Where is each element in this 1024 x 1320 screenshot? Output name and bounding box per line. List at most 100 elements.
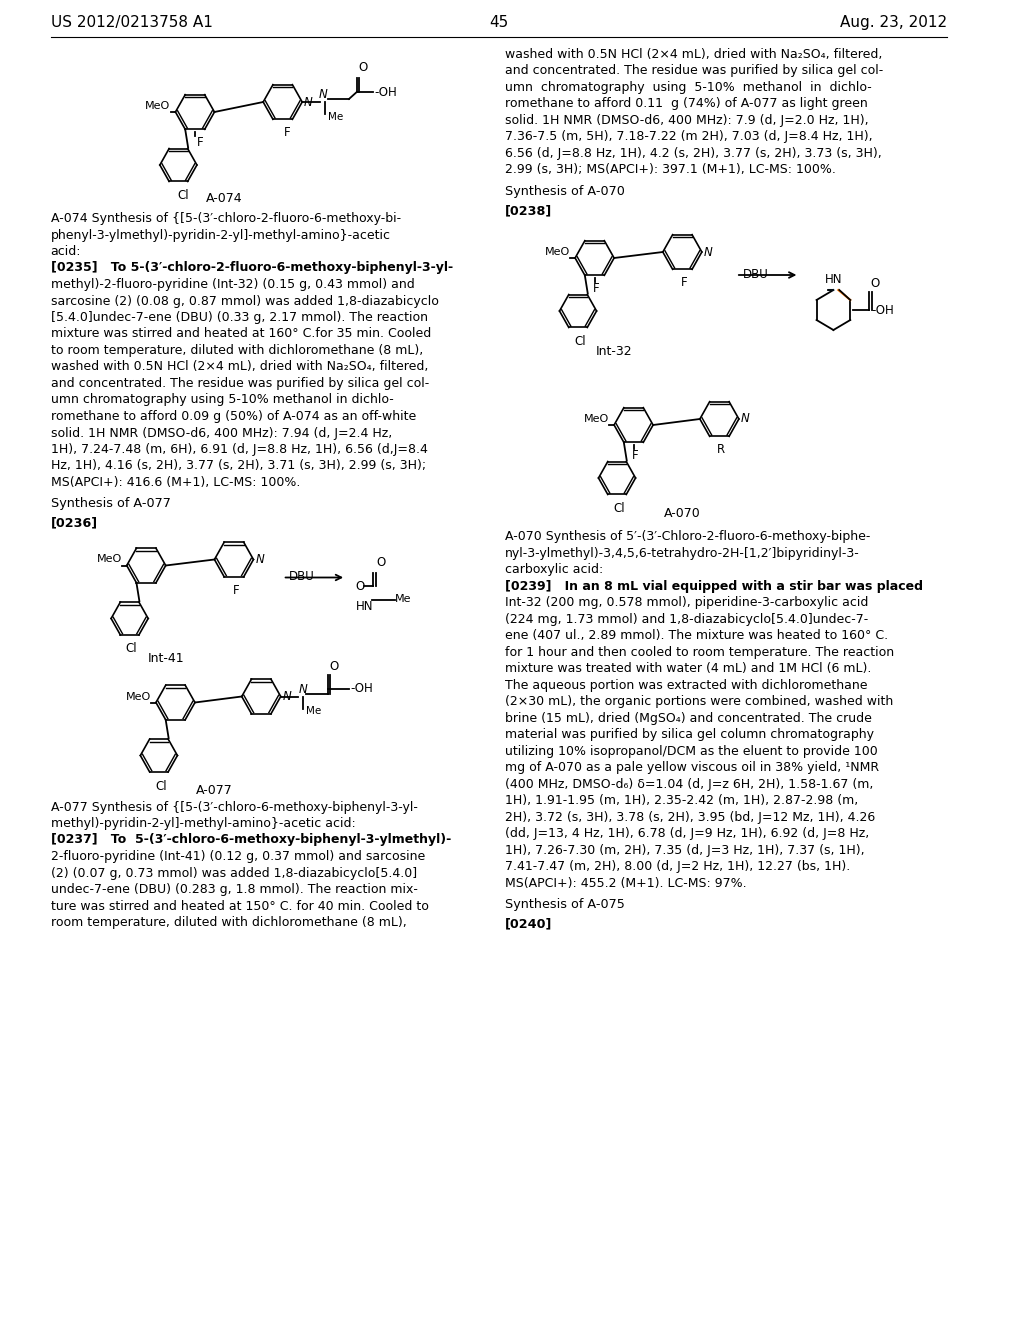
- Text: 6.56 (d, J=8.8 Hz, 1H), 4.2 (s, 2H), 3.77 (s, 2H), 3.73 (s, 3H),: 6.56 (d, J=8.8 Hz, 1H), 4.2 (s, 2H), 3.7…: [505, 147, 882, 160]
- Text: Me: Me: [306, 706, 322, 717]
- Text: to room temperature, diluted with dichloromethane (8 mL),: to room temperature, diluted with dichlo…: [50, 345, 423, 356]
- Text: solid. 1H NMR (DMSO-d6, 400 MHz): 7.9 (d, J=2.0 Hz, 1H),: solid. 1H NMR (DMSO-d6, 400 MHz): 7.9 (d…: [505, 114, 868, 127]
- Text: R: R: [717, 444, 725, 455]
- Text: The aqueous portion was extracted with dichloromethane: The aqueous portion was extracted with d…: [505, 678, 867, 692]
- Text: [0237]   To  5-(3′-chloro-6-methoxy-biphenyl-3-ylmethyl)-: [0237] To 5-(3′-chloro-6-methoxy-bipheny…: [50, 833, 451, 846]
- Text: (2×30 mL), the organic portions were combined, washed with: (2×30 mL), the organic portions were com…: [505, 696, 893, 708]
- Text: -OH: -OH: [350, 682, 373, 696]
- Text: Int-41: Int-41: [147, 652, 184, 665]
- Text: O: O: [870, 277, 880, 290]
- Text: 2.99 (s, 3H); MS(APCI+): 397.1 (M+1), LC-MS: 100%.: 2.99 (s, 3H); MS(APCI+): 397.1 (M+1), LC…: [505, 164, 836, 177]
- Text: [0238]: [0238]: [505, 205, 552, 216]
- Text: 1H), 1.91-1.95 (m, 1H), 2.35-2.42 (m, 1H), 2.87-2.98 (m,: 1H), 1.91-1.95 (m, 1H), 2.35-2.42 (m, 1H…: [505, 795, 858, 807]
- Text: -OH: -OH: [871, 304, 894, 317]
- Text: A-070 Synthesis of 5′-(3′-Chloro-2-fluoro-6-methoxy-biphe-: A-070 Synthesis of 5′-(3′-Chloro-2-fluor…: [505, 531, 870, 543]
- Text: N: N: [304, 95, 313, 108]
- Text: O: O: [376, 557, 385, 569]
- Text: F: F: [232, 583, 240, 597]
- Text: 7.36-7.5 (m, 5H), 7.18-7.22 (m 2H), 7.03 (d, J=8.4 Hz, 1H),: 7.36-7.5 (m, 5H), 7.18-7.22 (m 2H), 7.03…: [505, 131, 872, 144]
- Text: carboxylic acid:: carboxylic acid:: [505, 564, 603, 576]
- Text: 2-fluoro-pyridine (Int-41) (0.12 g, 0.37 mmol) and sarcosine: 2-fluoro-pyridine (Int-41) (0.12 g, 0.37…: [50, 850, 425, 863]
- Text: and concentrated. The residue was purified by silica gel col-: and concentrated. The residue was purifi…: [505, 65, 883, 78]
- Text: 45: 45: [489, 15, 509, 30]
- Text: Synthesis of A-070: Synthesis of A-070: [505, 185, 625, 198]
- Text: DBU: DBU: [290, 570, 315, 583]
- Text: Int-32 (200 mg, 0.578 mmol), piperidine-3-carboxylic acid: Int-32 (200 mg, 0.578 mmol), piperidine-…: [505, 597, 868, 609]
- Text: material was purified by silica gel column chromatography: material was purified by silica gel colu…: [505, 729, 873, 741]
- Text: A-077: A-077: [196, 784, 232, 797]
- Text: utilizing 10% isopropanol/DCM as the eluent to provide 100: utilizing 10% isopropanol/DCM as the elu…: [505, 744, 878, 758]
- Text: 7.41-7.47 (m, 2H), 8.00 (d, J=2 Hz, 1H), 12.27 (bs, 1H).: 7.41-7.47 (m, 2H), 8.00 (d, J=2 Hz, 1H),…: [505, 861, 850, 873]
- Text: MeO: MeO: [126, 692, 152, 701]
- Text: F: F: [197, 136, 203, 149]
- Text: romethane to afford 0.11  g (74%) of A-077 as light green: romethane to afford 0.11 g (74%) of A-07…: [505, 98, 867, 111]
- Text: (400 MHz, DMSO-d₆) δ=1.04 (d, J=z 6H, 2H), 1.58-1.67 (m,: (400 MHz, DMSO-d₆) δ=1.04 (d, J=z 6H, 2H…: [505, 777, 873, 791]
- Text: methyl)-2-fluoro-pyridine (Int-32) (0.15 g, 0.43 mmol) and: methyl)-2-fluoro-pyridine (Int-32) (0.15…: [50, 279, 415, 290]
- Text: Aug. 23, 2012: Aug. 23, 2012: [841, 15, 947, 30]
- Text: (2) (0.07 g, 0.73 mmol) was added 1,8-diazabicyclo[5.4.0]: (2) (0.07 g, 0.73 mmol) was added 1,8-di…: [50, 866, 417, 879]
- Text: Cl: Cl: [574, 335, 586, 348]
- Text: N: N: [298, 682, 307, 696]
- Text: nyl-3-ylmethyl)-3,4,5,6-tetrahydro-2H-[1,2′]bipyridinyl-3-: nyl-3-ylmethyl)-3,4,5,6-tetrahydro-2H-[1…: [505, 546, 860, 560]
- Text: Synthesis of A-075: Synthesis of A-075: [505, 898, 625, 911]
- Text: Hz, 1H), 4.16 (s, 2H), 3.77 (s, 2H), 3.71 (s, 3H), 2.99 (s, 3H);: Hz, 1H), 4.16 (s, 2H), 3.77 (s, 2H), 3.7…: [50, 459, 426, 473]
- Text: mg of A-070 as a pale yellow viscous oil in 38% yield, ¹NMR: mg of A-070 as a pale yellow viscous oil…: [505, 762, 879, 774]
- Text: MeO: MeO: [584, 414, 609, 424]
- Text: HN: HN: [355, 599, 374, 612]
- Text: solid. 1H NMR (DMSO-d6, 400 MHz): 7.94 (d, J=2.4 Hz,: solid. 1H NMR (DMSO-d6, 400 MHz): 7.94 (…: [50, 426, 392, 440]
- Text: 1H), 7.24-7.48 (m, 6H), 6.91 (d, J=8.8 Hz, 1H), 6.56 (d,J=8.4: 1H), 7.24-7.48 (m, 6H), 6.91 (d, J=8.8 H…: [50, 444, 428, 455]
- Text: A-074 Synthesis of {[5-(3′-chloro-2-fluoro-6-methoxy-bi-: A-074 Synthesis of {[5-(3′-chloro-2-fluo…: [50, 213, 400, 224]
- Text: [0239]   In an 8 mL vial equipped with a stir bar was placed: [0239] In an 8 mL vial equipped with a s…: [505, 579, 923, 593]
- Text: umn chromatography using 5-10% methanol in dichlo-: umn chromatography using 5-10% methanol …: [50, 393, 393, 407]
- Text: romethane to afford 0.09 g (50%) of A-074 as an off-white: romethane to afford 0.09 g (50%) of A-07…: [50, 411, 416, 422]
- Text: methyl)-pyridin-2-yl]-methyl-amino}-acetic acid:: methyl)-pyridin-2-yl]-methyl-amino}-acet…: [50, 817, 355, 830]
- Text: acid:: acid:: [50, 246, 81, 257]
- Text: mixture was stirred and heated at 160° C.for 35 min. Cooled: mixture was stirred and heated at 160° C…: [50, 327, 431, 341]
- Text: N: N: [318, 88, 328, 102]
- Text: MeO: MeO: [545, 247, 570, 257]
- Text: (224 mg, 1.73 mmol) and 1,8-diazabicyclo[5.4.0]undec-7-: (224 mg, 1.73 mmol) and 1,8-diazabicyclo…: [505, 612, 868, 626]
- Text: A-074: A-074: [206, 191, 243, 205]
- Text: Synthesis of A-077: Synthesis of A-077: [50, 498, 171, 511]
- Text: 2H), 3.72 (s, 3H), 3.78 (s, 2H), 3.95 (bd, J=12 Mz, 1H), 4.26: 2H), 3.72 (s, 3H), 3.78 (s, 2H), 3.95 (b…: [505, 810, 876, 824]
- Text: F: F: [632, 449, 639, 462]
- Text: [0240]: [0240]: [505, 917, 552, 931]
- Text: sarcosine (2) (0.08 g, 0.87 mmol) was added 1,8-diazabicyclo: sarcosine (2) (0.08 g, 0.87 mmol) was ad…: [50, 294, 438, 308]
- Text: brine (15 mL), dried (MgSO₄) and concentrated. The crude: brine (15 mL), dried (MgSO₄) and concent…: [505, 711, 871, 725]
- Text: ene (407 ul., 2.89 mmol). The mixture was heated to 160° C.: ene (407 ul., 2.89 mmol). The mixture wa…: [505, 630, 888, 642]
- Text: F: F: [593, 282, 600, 294]
- Text: and concentrated. The residue was purified by silica gel col-: and concentrated. The residue was purifi…: [50, 378, 429, 389]
- Text: N: N: [283, 690, 292, 704]
- Text: [0236]: [0236]: [50, 516, 98, 529]
- Text: N: N: [703, 246, 713, 259]
- Text: Cl: Cl: [177, 189, 189, 202]
- Text: Int-32: Int-32: [596, 345, 633, 358]
- Text: MeO: MeO: [96, 554, 122, 565]
- Text: MeO: MeO: [145, 102, 171, 111]
- Text: US 2012/0213758 A1: US 2012/0213758 A1: [50, 15, 213, 30]
- Text: washed with 0.5N HCl (2×4 mL), dried with Na₂SO₄, filtered,: washed with 0.5N HCl (2×4 mL), dried wit…: [50, 360, 428, 374]
- Text: Cl: Cl: [155, 780, 167, 792]
- Text: O: O: [330, 660, 339, 672]
- Text: [5.4.0]undec-7-ene (DBU) (0.33 g, 2.17 mmol). The reaction: [5.4.0]undec-7-ene (DBU) (0.33 g, 2.17 m…: [50, 312, 428, 323]
- Text: N: N: [255, 553, 264, 566]
- Text: phenyl-3-ylmethyl)-pyridin-2-yl]-methyl-amino}-acetic: phenyl-3-ylmethyl)-pyridin-2-yl]-methyl-…: [50, 228, 391, 242]
- Text: ture was stirred and heated at 150° C. for 40 min. Cooled to: ture was stirred and heated at 150° C. f…: [50, 899, 429, 912]
- Text: A-077 Synthesis of {[5-(3′-chloro-6-methoxy-biphenyl-3-yl-: A-077 Synthesis of {[5-(3′-chloro-6-meth…: [50, 800, 418, 813]
- Text: 1H), 7.26-7.30 (m, 2H), 7.35 (d, J=3 Hz, 1H), 7.37 (s, 1H),: 1H), 7.26-7.30 (m, 2H), 7.35 (d, J=3 Hz,…: [505, 843, 864, 857]
- Text: Cl: Cl: [613, 502, 625, 515]
- Text: for 1 hour and then cooled to room temperature. The reaction: for 1 hour and then cooled to room tempe…: [505, 645, 894, 659]
- Text: DBU: DBU: [742, 268, 768, 281]
- Text: O: O: [355, 581, 365, 594]
- Text: O: O: [358, 61, 368, 74]
- Text: undec-7-ene (DBU) (0.283 g, 1.8 mmol). The reaction mix-: undec-7-ene (DBU) (0.283 g, 1.8 mmol). T…: [50, 883, 418, 896]
- Text: MS(APCI+): 455.2 (M+1). LC-MS: 97%.: MS(APCI+): 455.2 (M+1). LC-MS: 97%.: [505, 876, 746, 890]
- Text: HN: HN: [824, 273, 842, 286]
- Text: Cl: Cl: [126, 643, 137, 656]
- Text: -OH: -OH: [375, 86, 397, 99]
- Text: Me: Me: [395, 594, 412, 605]
- Text: umn  chromatography  using  5-10%  methanol  in  dichlo-: umn chromatography using 5-10% methanol …: [505, 81, 871, 94]
- Text: F: F: [681, 276, 687, 289]
- Text: F: F: [285, 125, 291, 139]
- Text: A-070: A-070: [664, 507, 700, 520]
